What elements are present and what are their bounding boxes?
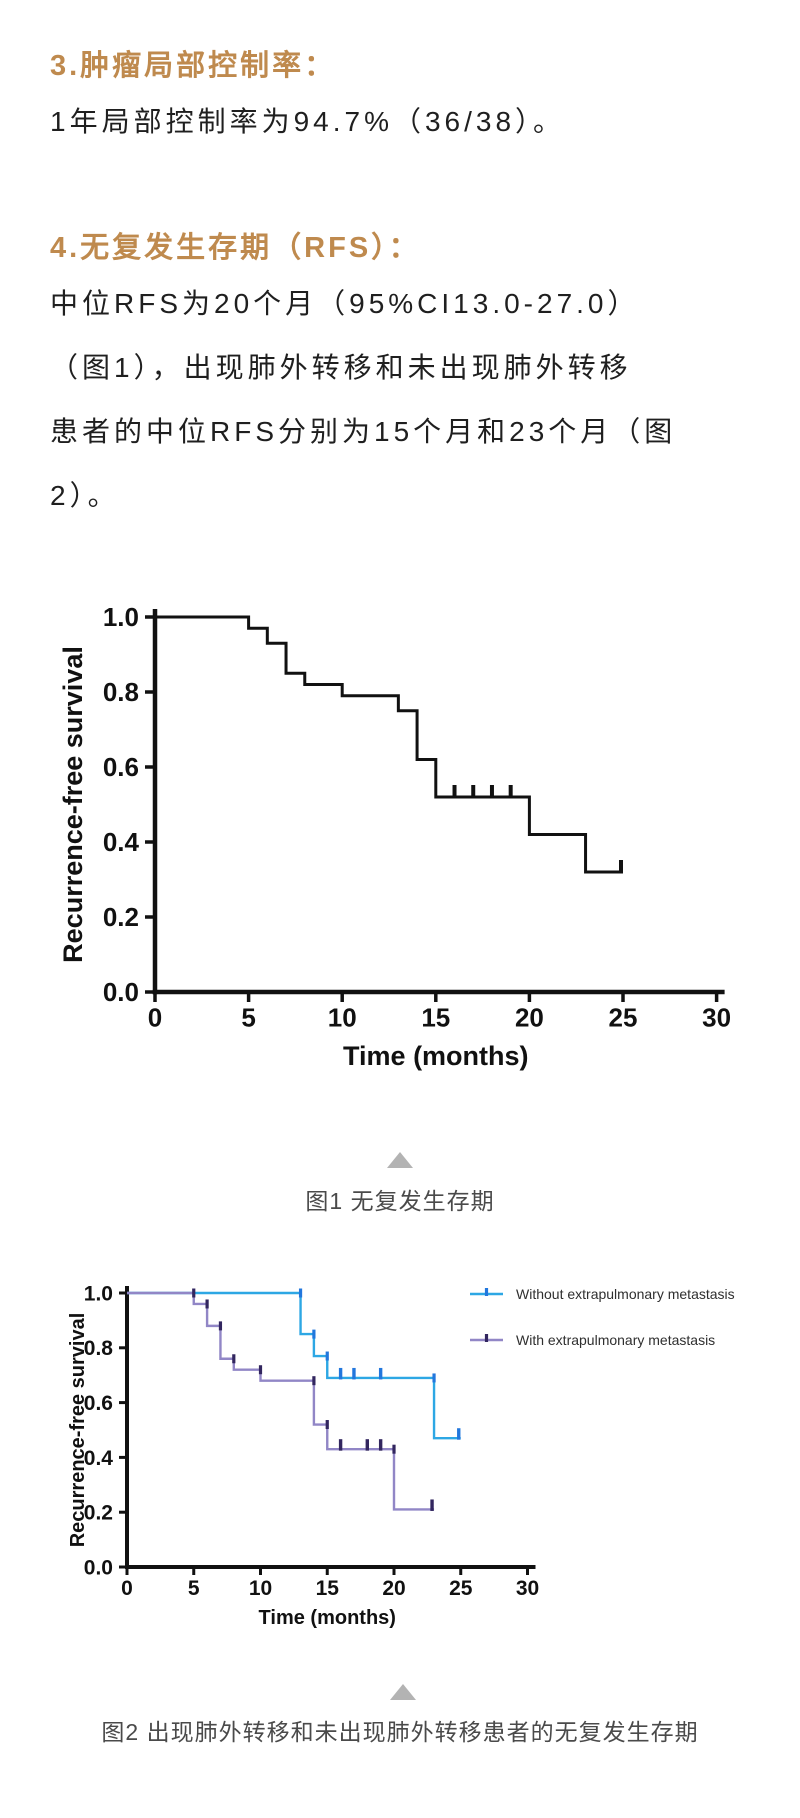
section-3-text: 1年局部控制率为94.7%（36/38）。 <box>50 106 566 137</box>
figure2-arrow-icon <box>390 1684 416 1700</box>
figure1-arrow-icon <box>387 1152 413 1168</box>
figure2-caption: 图2 出现肺外转移和未出现肺外转移患者的无复发生存期 <box>101 1719 699 1745</box>
figure2-km-chart: 0.0 0.2 0.4 0.6 0.8 1.0 0 5 10 15 20 25 30 Time (mont… <box>67 1282 735 1629</box>
x-axis-title: Time (months) <box>259 1607 396 1629</box>
x-tick-label: 5 <box>188 1577 200 1600</box>
y-axis-title: Recurrence-free survival <box>67 1313 89 1548</box>
x-tick-label: 25 <box>449 1577 473 1600</box>
y-tick-label: 0.8 <box>84 1337 114 1360</box>
section-4-heading: 4.无复发生存期（RFS）： <box>50 232 421 264</box>
figure1-km-chart: 0.0 0.2 0.4 0.6 0.8 1.0 0 5 10 15 20 25 30 Time (mont… <box>58 602 731 1071</box>
y-tick-label: 0.4 <box>103 827 140 857</box>
x-tick-label: 25 <box>609 1003 638 1033</box>
x-tick-label: 15 <box>421 1003 450 1033</box>
section-4-text-line: （图1），出现肺外转移和未出现肺外转移 <box>50 352 632 383</box>
figure1-caption: 图1 无复发生存期 <box>305 1188 495 1214</box>
y-tick-label: 0.2 <box>84 1502 113 1525</box>
x-tick-label: 0 <box>121 1577 133 1600</box>
y-tick-label: 1.0 <box>84 1282 113 1305</box>
y-tick-label: 0.2 <box>103 902 139 932</box>
y-tick-label: 0.6 <box>84 1392 113 1415</box>
section-3-heading: 3.肿瘤局部控制率： <box>50 50 337 82</box>
x-tick-label: 0 <box>148 1003 162 1033</box>
y-tick-label: 0.0 <box>103 977 139 1007</box>
x-tick-label: 30 <box>516 1577 539 1600</box>
y-tick-label: 0.4 <box>84 1447 114 1470</box>
x-tick-label: 20 <box>515 1003 544 1033</box>
section-4-text-line: 中位RFS为20个月（95%CI13.0-27.0） <box>50 288 640 319</box>
legend-label: Without extrapulmonary metastasis <box>516 1286 735 1302</box>
x-tick-label: 30 <box>702 1003 731 1033</box>
km-curve <box>155 615 623 874</box>
km-curve <box>127 1291 435 1511</box>
y-tick-label: 1.0 <box>103 602 139 632</box>
section-4-text-line: 患者的中位RFS分别为15个月和23个月（图 <box>50 416 677 447</box>
x-tick-label: 10 <box>328 1003 357 1033</box>
y-tick-label: 0.0 <box>84 1556 113 1579</box>
y-axis-title: Recurrence-free survival <box>58 646 88 963</box>
y-tick-label: 0.8 <box>103 677 139 707</box>
section-4-text-line: 2）。 <box>50 480 120 511</box>
section-4-paragraph: 中位RFS为20个月（95%CI13.0-27.0） （图1），出现肺外转移和未… <box>50 286 770 542</box>
legend-label: With extrapulmonary metastasis <box>516 1332 715 1348</box>
km-curve <box>127 1291 461 1440</box>
x-tick-label: 20 <box>382 1577 405 1600</box>
x-tick-label: 10 <box>249 1577 272 1600</box>
x-tick-label: 5 <box>241 1003 255 1033</box>
x-tick-label: 15 <box>316 1577 340 1600</box>
y-tick-label: 0.6 <box>103 752 139 782</box>
x-axis-title: Time (months) <box>343 1041 529 1071</box>
